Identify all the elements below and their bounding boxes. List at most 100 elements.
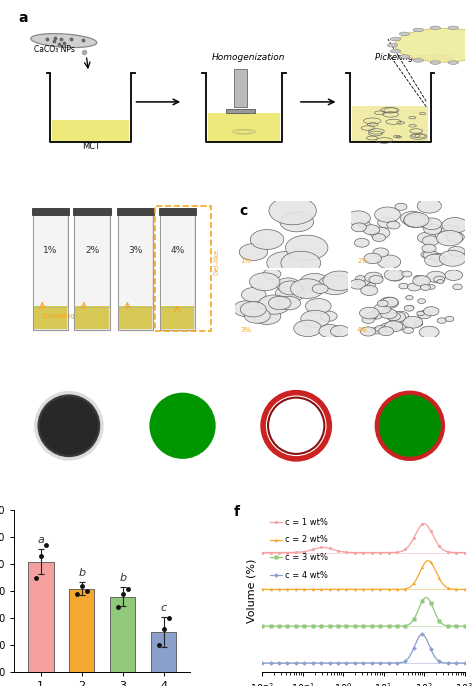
Circle shape [413, 28, 424, 32]
Bar [74, 209, 110, 330]
Circle shape [380, 322, 396, 332]
Circle shape [361, 285, 378, 296]
Circle shape [379, 327, 393, 335]
Circle shape [445, 270, 463, 281]
Circle shape [400, 32, 410, 36]
Circle shape [418, 311, 431, 319]
Circle shape [397, 412, 423, 439]
Circle shape [448, 26, 458, 29]
Circle shape [233, 300, 260, 317]
Circle shape [422, 236, 439, 246]
Bar [234, 69, 247, 107]
Circle shape [414, 276, 422, 281]
Circle shape [402, 271, 412, 277]
Circle shape [355, 238, 369, 247]
Circle shape [421, 251, 433, 259]
Text: Cur-6: Cur-6 [173, 380, 191, 386]
Circle shape [372, 327, 383, 334]
Circle shape [383, 399, 437, 452]
Circle shape [388, 311, 406, 322]
Circle shape [276, 278, 300, 292]
Circle shape [404, 215, 426, 228]
Text: 1%: 1% [44, 246, 58, 255]
Circle shape [294, 320, 321, 337]
Circle shape [364, 253, 382, 263]
Circle shape [406, 296, 413, 300]
Bar [161, 306, 194, 329]
Circle shape [387, 271, 403, 281]
Circle shape [172, 415, 193, 437]
Text: d: d [25, 380, 35, 394]
Circle shape [434, 276, 445, 283]
Bar [33, 209, 68, 330]
Circle shape [417, 218, 432, 228]
Text: 1%: 1% [241, 258, 252, 264]
Text: CaCO₃ NPs: CaCO₃ NPs [35, 45, 75, 54]
Circle shape [394, 410, 425, 441]
Text: f: f [234, 506, 240, 519]
Circle shape [384, 269, 404, 281]
Circle shape [285, 235, 328, 260]
Circle shape [319, 324, 341, 338]
Circle shape [417, 311, 424, 316]
Circle shape [352, 223, 366, 232]
Bar [158, 209, 196, 215]
Circle shape [422, 218, 441, 230]
Circle shape [442, 217, 468, 233]
Y-axis label: Volume (%): Volume (%) [246, 559, 256, 624]
Circle shape [36, 392, 102, 459]
Circle shape [453, 284, 462, 289]
Text: MCT: MCT [82, 143, 100, 152]
Circle shape [279, 281, 302, 295]
Circle shape [413, 59, 424, 62]
Circle shape [156, 399, 209, 452]
Circle shape [165, 408, 200, 443]
Circle shape [401, 211, 424, 225]
Text: Creaming: Creaming [41, 313, 75, 319]
Circle shape [415, 276, 428, 284]
Bar [75, 212, 109, 307]
Circle shape [360, 327, 376, 336]
Circle shape [424, 307, 439, 316]
Circle shape [330, 326, 349, 337]
Circle shape [239, 244, 268, 261]
Circle shape [425, 255, 446, 267]
Bar [119, 212, 152, 307]
Circle shape [158, 401, 207, 450]
Circle shape [242, 287, 266, 302]
Bar [69, 589, 94, 686]
Circle shape [363, 225, 380, 235]
Text: a: a [37, 535, 44, 545]
Circle shape [180, 423, 185, 428]
Bar [34, 306, 67, 329]
Circle shape [448, 246, 465, 257]
Ellipse shape [31, 34, 97, 47]
Text: 2%: 2% [357, 258, 368, 264]
Bar [226, 108, 255, 113]
Circle shape [280, 212, 314, 232]
Circle shape [375, 326, 386, 332]
Polygon shape [53, 119, 129, 142]
Text: 3%: 3% [128, 246, 143, 255]
Circle shape [377, 255, 401, 269]
Bar [119, 306, 152, 329]
Text: b: b [78, 568, 85, 578]
Circle shape [381, 309, 397, 319]
Text: 4%: 4% [357, 327, 368, 333]
Circle shape [404, 305, 414, 311]
Circle shape [167, 410, 198, 441]
Text: Pickering emulsion: Pickering emulsion [375, 53, 455, 62]
Circle shape [278, 296, 301, 310]
Circle shape [381, 397, 438, 454]
Text: b: b [119, 573, 126, 583]
Circle shape [414, 321, 422, 327]
Circle shape [367, 283, 375, 287]
Circle shape [420, 285, 430, 290]
Circle shape [378, 217, 396, 228]
Bar [151, 632, 176, 686]
Circle shape [281, 251, 321, 275]
Circle shape [400, 55, 410, 58]
Circle shape [404, 213, 429, 227]
Circle shape [390, 406, 430, 446]
Circle shape [359, 307, 379, 319]
